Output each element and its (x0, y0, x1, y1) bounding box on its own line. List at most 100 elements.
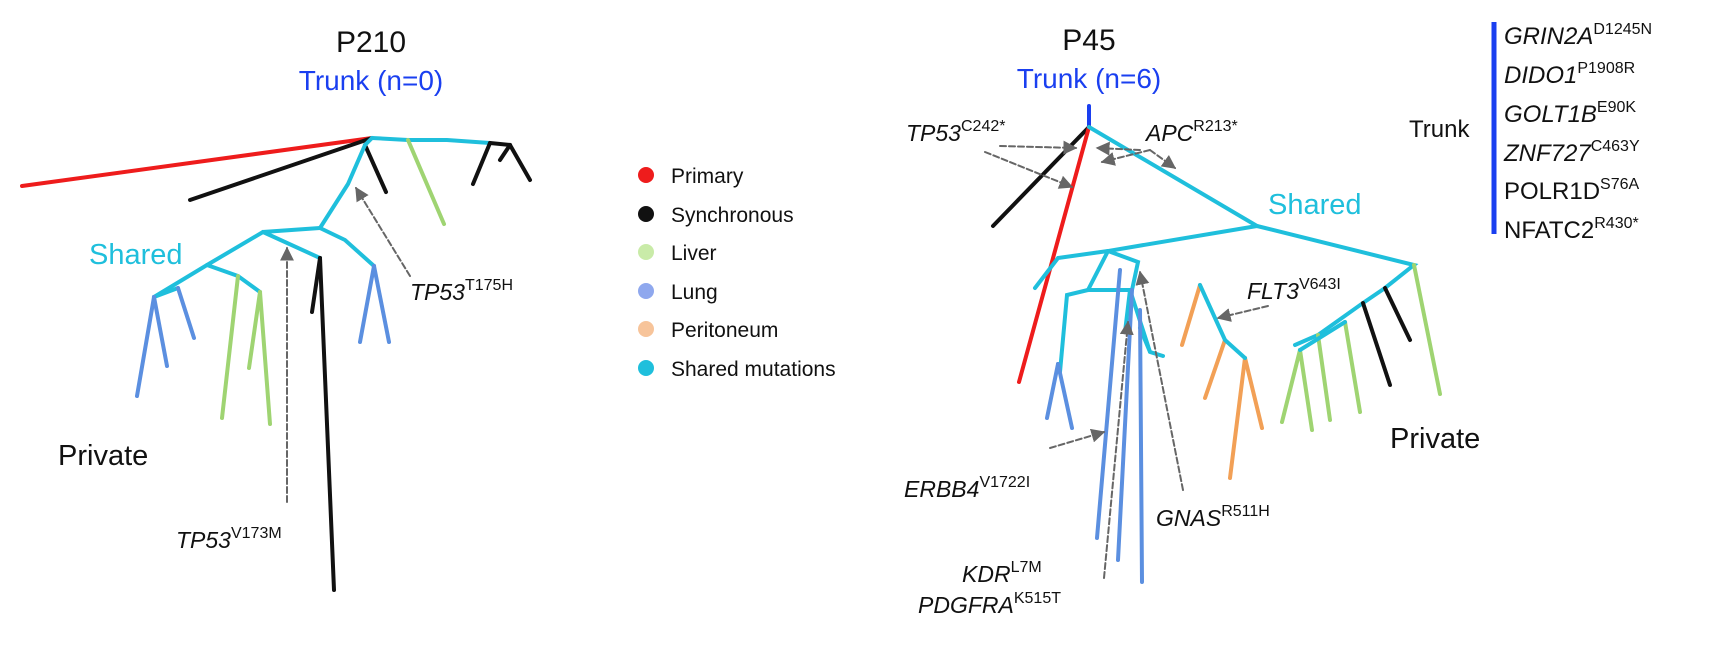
branch-synchronous (471, 141, 492, 186)
branch-synchronous (488, 141, 512, 147)
branch-shared (318, 136, 374, 230)
branch-shared (370, 136, 492, 145)
legend-label: Liver (671, 242, 717, 265)
legend-swatch-peritoneum (638, 321, 654, 337)
branch-synchronous (188, 136, 374, 202)
branch-shared (152, 286, 180, 299)
mutation-arrow (1149, 149, 1177, 169)
legend-label: Shared mutations (671, 358, 836, 381)
mutation-label: PDGFRAK515T (918, 590, 1061, 618)
shared-label-p45: Shared (1268, 189, 1362, 221)
branch-shared (1086, 224, 1259, 292)
legend-swatch-synchronous (638, 206, 654, 222)
mutation-arrow (1135, 270, 1184, 491)
branch-shared (318, 226, 376, 268)
legend-swatch-shared (638, 360, 654, 376)
branch-lung (358, 264, 376, 344)
mutation-arrow (1095, 141, 1141, 156)
mutation-arrow (1049, 428, 1106, 449)
branch-primary (20, 136, 374, 188)
mutation-label: TP53T175H (410, 277, 513, 305)
branch-shared (152, 226, 322, 299)
patient-title-p45: P45 (1062, 24, 1115, 57)
branch-shared (1058, 288, 1090, 374)
tree-p45: P45 Trunk (n=6) (904, 24, 1480, 618)
branch-lung (1095, 268, 1122, 540)
branch-liver (1343, 320, 1362, 414)
branch-shared (1255, 224, 1419, 347)
branch-lung (1138, 308, 1144, 584)
branch-synchronous (1361, 301, 1392, 387)
branch-lung (1045, 362, 1060, 420)
branch-shared (205, 263, 262, 294)
legend-label: Peritoneum (671, 319, 778, 342)
branch-synchronous (318, 256, 336, 592)
branch-peritoneum (1203, 338, 1227, 400)
branch-liver (1280, 348, 1302, 424)
trunk-label-p45: Trunk (n=6) (1017, 63, 1161, 94)
branch-synchronous (363, 143, 388, 194)
mutation-arrow (355, 186, 411, 277)
mutation-label: TP53V173M (176, 525, 282, 553)
trunk-gene: NFATC2R430* (1504, 215, 1639, 244)
branch-shared (1198, 283, 1247, 360)
mutation-label: APCR213* (1144, 118, 1238, 146)
patient-title-p210: P210 (336, 26, 406, 59)
shared-label-p210: Shared (89, 239, 183, 271)
trunk-gene: GRIN2AD1245N (1504, 21, 1652, 50)
mutation-label: FLT3V643I (1247, 276, 1341, 304)
mutation-arrow (1103, 320, 1134, 579)
legend-label: Synchronous (671, 204, 794, 227)
branch-liver (1316, 333, 1332, 422)
branch-liver (1298, 348, 1314, 432)
trunk-panel-label: Trunk (1409, 116, 1470, 143)
legend-swatch-liver (638, 244, 654, 260)
branch-lung (152, 295, 169, 368)
tree-p210: P210 Trunk (n=0) Shared Priv (20, 26, 532, 592)
legend-swatch-primary (638, 167, 654, 183)
mutation-label: KDRL7M (962, 559, 1042, 587)
branch-liver (247, 290, 262, 370)
trunk-label-p210: Trunk (n=0) (299, 65, 443, 96)
legend-swatch-lung (638, 283, 654, 299)
trunk-gene-panel: Trunk GRIN2AD1245N DIDO1P1908R GOLT1BE90… (1409, 21, 1652, 244)
branch-lung (372, 264, 391, 344)
branch-synchronous (498, 143, 512, 162)
branch-shared (1033, 249, 1110, 290)
mutation-arrow (999, 140, 1078, 155)
mutation-arrow (1216, 305, 1269, 322)
legend-label: Primary (671, 165, 744, 188)
branch-peritoneum (1180, 283, 1202, 347)
legend-label: Lung (671, 281, 718, 304)
branch-synchronous (1383, 286, 1412, 342)
branch-synchronous (310, 256, 322, 314)
legend: Primary Synchronous Liver Lung Peritoneu… (638, 165, 836, 381)
mutation-label: TP53C242* (906, 118, 1005, 146)
branch-lung (176, 286, 196, 340)
mutation-label: GNASR511H (1156, 503, 1270, 531)
mutation-label: ERBB4V1722I (904, 474, 1030, 502)
branch-primary (1017, 125, 1091, 384)
branch-liver (220, 274, 240, 420)
mutation-arrow (1100, 149, 1151, 166)
branch-synchronous (508, 143, 532, 182)
branch-peritoneum (1243, 356, 1264, 430)
trunk-gene: GOLT1BE90K (1504, 99, 1636, 128)
branch-shared (1087, 125, 1259, 228)
branch-shared (261, 230, 322, 260)
trunk-gene: DIDO1P1908R (1504, 60, 1635, 89)
private-label-p210: Private (58, 440, 148, 472)
branch-peritoneum (1228, 356, 1247, 480)
branch-lung (135, 295, 156, 398)
trunk-gene: ZNF727C463Y (1503, 138, 1640, 167)
branch-lung (1056, 362, 1074, 430)
branch-shared (1106, 249, 1141, 292)
branch-liver (406, 138, 446, 226)
trunk-gene: POLR1DS76A (1504, 176, 1640, 205)
branch-shared (1298, 320, 1347, 352)
branch-liver (258, 290, 272, 426)
private-label-p45: Private (1390, 423, 1480, 455)
branch-liver (1412, 263, 1442, 396)
